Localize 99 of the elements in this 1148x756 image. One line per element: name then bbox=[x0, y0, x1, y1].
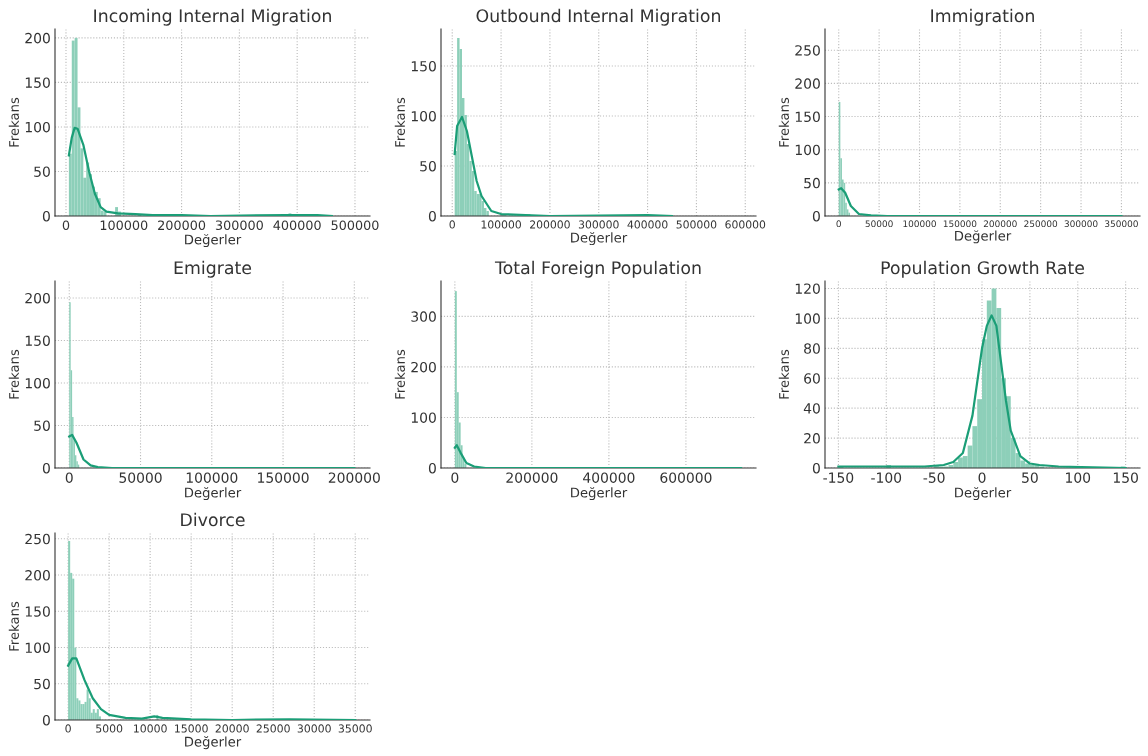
chart-title: Immigration bbox=[931, 8, 1034, 26]
x-axis-title: Değerler bbox=[185, 233, 242, 248]
x-tick-label: 100000 bbox=[100, 220, 148, 231]
x-axis-title: Değerler bbox=[185, 487, 242, 501]
x-tick-label: 50000 bbox=[119, 472, 162, 483]
y-tick-label: 100 bbox=[25, 121, 50, 133]
y-tick-label: 60 bbox=[804, 373, 820, 384]
y-tick-label: 0 bbox=[428, 462, 436, 474]
x-tick-label: 35000 bbox=[338, 724, 372, 733]
x-tick-label: 200000 bbox=[983, 220, 1017, 228]
x-tick-label: 200000 bbox=[530, 220, 570, 229]
chart-title: Divorce bbox=[181, 512, 245, 527]
x-tick-label: 20000 bbox=[215, 724, 249, 733]
y-tick-label: 200 bbox=[25, 292, 50, 304]
x-tick-label: 400000 bbox=[273, 220, 321, 231]
y-tick-label: 150 bbox=[411, 60, 436, 72]
x-tick-label: 300000 bbox=[1064, 220, 1098, 228]
y-tick-label: 100 bbox=[25, 642, 50, 653]
y-tick-label: 100 bbox=[411, 412, 436, 423]
x-tick-label: 5000 bbox=[96, 724, 123, 733]
y-axis-title: Frekans bbox=[778, 349, 789, 399]
y-tick-label: 150 bbox=[25, 77, 50, 88]
y-tick-label: 150 bbox=[795, 111, 820, 123]
y-tick-label: 50 bbox=[34, 420, 50, 431]
x-tick-label: 400000 bbox=[627, 220, 668, 229]
x-tick-label: 500000 bbox=[331, 220, 379, 231]
y-tick-label: 80 bbox=[804, 343, 820, 354]
x-tick-label: 0 bbox=[836, 220, 841, 228]
x-tick-label: 250000 bbox=[1024, 220, 1058, 228]
y-tick-label: 100 bbox=[25, 377, 50, 389]
x-tick-label: 600000 bbox=[660, 472, 712, 483]
x-tick-label: 200000 bbox=[506, 472, 558, 483]
y-tick-label: 200 bbox=[25, 32, 50, 44]
x-tick-label: 300000 bbox=[215, 220, 263, 231]
y-tick-label: 300 bbox=[411, 311, 436, 322]
y-tick-label: 100 bbox=[411, 110, 436, 122]
x-tick-label: 600000 bbox=[725, 220, 766, 229]
x-tick-label: 100 bbox=[1066, 472, 1091, 483]
y-axis-title: Frekans bbox=[394, 97, 405, 147]
x-tick-label: 0 bbox=[62, 220, 70, 231]
x-tick-label: 200000 bbox=[158, 220, 206, 231]
chart-title: Population Growth Rate bbox=[881, 260, 1085, 278]
x-tick-label: 100000 bbox=[903, 220, 936, 228]
x-tick-label: 15000 bbox=[175, 724, 208, 733]
x-axis-title: Değerler bbox=[955, 487, 1012, 501]
y-tick-label: 0 bbox=[42, 462, 50, 474]
y-tick-label: 250 bbox=[25, 533, 50, 545]
y-axis-title: Frekans bbox=[778, 97, 789, 147]
x-tick-label: 150000 bbox=[258, 472, 309, 483]
y-tick-label: 50 bbox=[420, 160, 436, 172]
y-axis-title: Frekans bbox=[8, 349, 19, 399]
x-axis-title: Değerler bbox=[571, 487, 628, 501]
y-tick-label: 200 bbox=[795, 78, 820, 89]
x-tick-label: 0 bbox=[65, 724, 71, 733]
chart-title: Outbound Internal Migration bbox=[476, 8, 720, 26]
x-tick-label: 150000 bbox=[943, 220, 977, 228]
x-tick-label: 150 bbox=[1113, 472, 1138, 483]
y-tick-label: 100 bbox=[795, 313, 820, 324]
y-tick-label: 50 bbox=[804, 177, 820, 189]
y-tick-label: 200 bbox=[25, 570, 50, 581]
y-tick-label: 150 bbox=[25, 335, 50, 346]
x-tick-label: 0 bbox=[978, 472, 986, 483]
y-axis-title: Frekans bbox=[394, 349, 405, 399]
y-tick-label: 250 bbox=[795, 45, 820, 56]
x-tick-label: 50 bbox=[1022, 472, 1038, 483]
x-tick-label: 400000 bbox=[583, 472, 635, 483]
y-tick-label: 20 bbox=[804, 433, 820, 444]
x-tick-label: 350000 bbox=[1105, 220, 1138, 228]
x-tick-label: 300000 bbox=[578, 220, 619, 229]
y-axis-title: Frekans bbox=[8, 601, 19, 651]
y-tick-label: 200 bbox=[411, 361, 436, 373]
x-axis-title: Değerler bbox=[571, 232, 628, 246]
x-tick-label: 50000 bbox=[865, 220, 893, 228]
y-axis-title: Frekans bbox=[8, 97, 19, 147]
y-tick-label: 120 bbox=[795, 283, 820, 294]
chart-title: Emigrate bbox=[174, 260, 252, 278]
x-tick-label: 0 bbox=[451, 472, 459, 483]
y-tick-label: 50 bbox=[34, 166, 50, 177]
y-tick-label: 50 bbox=[34, 678, 50, 690]
x-axis-title: Değerler bbox=[955, 230, 1012, 244]
x-tick-label: 25000 bbox=[256, 724, 290, 733]
x-tick-label: 100000 bbox=[186, 472, 238, 483]
x-tick-label: 10000 bbox=[134, 724, 167, 733]
x-tick-label: 0 bbox=[65, 472, 73, 483]
chart-title: Total Foreign Population bbox=[494, 260, 701, 278]
x-tick-label: 100000 bbox=[481, 220, 521, 229]
x-tick-label: 200000 bbox=[328, 472, 380, 483]
x-tick-label: -150 bbox=[823, 472, 854, 483]
y-tick-label: 0 bbox=[812, 462, 820, 474]
x-tick-label: 500000 bbox=[676, 220, 717, 229]
x-tick-label: 0 bbox=[449, 220, 455, 229]
y-tick-label: 40 bbox=[803, 403, 820, 414]
x-axis-title: Değerler bbox=[185, 736, 242, 750]
y-tick-label: 150 bbox=[25, 606, 50, 617]
chart-title: Incoming Internal Migration bbox=[94, 8, 331, 26]
x-tick-label: -100 bbox=[871, 472, 902, 483]
y-tick-label: 100 bbox=[795, 144, 820, 156]
x-tick-label: -50 bbox=[923, 472, 945, 483]
x-tick-label: 30000 bbox=[297, 724, 331, 733]
